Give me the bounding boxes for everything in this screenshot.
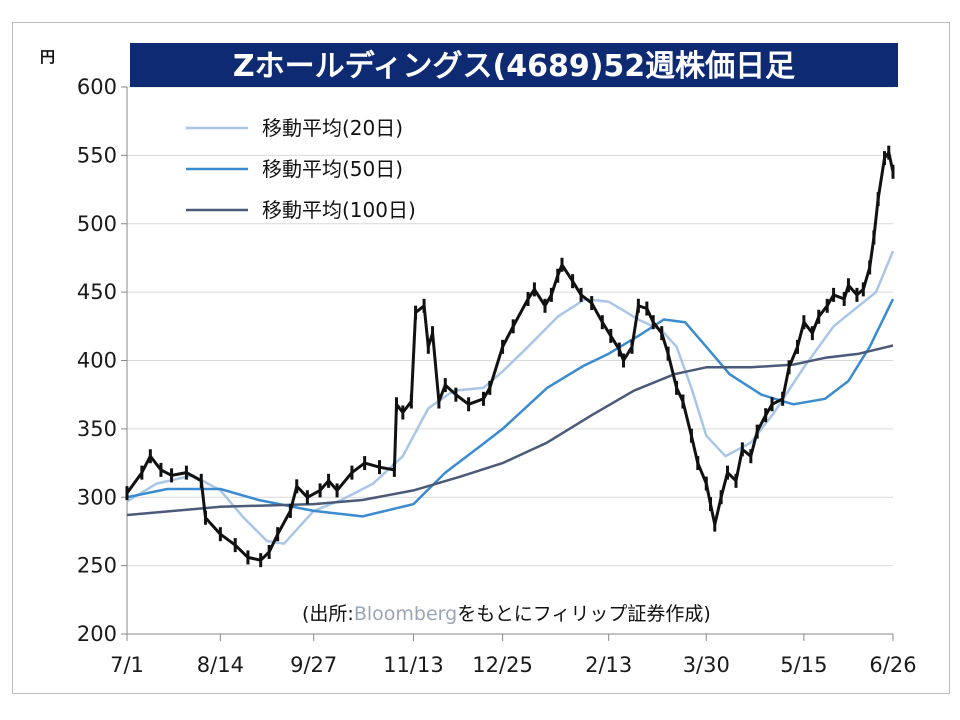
y-tick-label-600: 600 <box>77 75 117 99</box>
legend-label-2: 移動平均(100日) <box>262 198 416 222</box>
y-tick-label-300: 300 <box>77 485 117 509</box>
x-tick-label-3: 11/13 <box>383 653 444 677</box>
series-layer <box>125 145 895 568</box>
price-line <box>125 151 895 562</box>
x-tick-label-5: 2/13 <box>585 653 632 677</box>
y-tick-label-400: 400 <box>77 349 117 373</box>
chart-title: Zホールディングス(4689)52週株価日足 <box>233 49 795 84</box>
grid-lines <box>127 86 893 567</box>
x-tick-label-0: 7/1 <box>110 653 144 677</box>
ma-line-1 <box>126 298 895 518</box>
x-tick-label-6: 3/30 <box>683 653 730 677</box>
y-tick-labels: 200 250 300 350 400 450 500 550 600 <box>77 75 117 646</box>
y-tick-label-350: 350 <box>77 417 117 441</box>
y-tick-label-500: 500 <box>77 212 117 236</box>
x-tick-label-1: 8/14 <box>197 653 244 677</box>
y-tick-label-200: 200 <box>77 622 117 646</box>
legend: 移動平均(20日) 移動平均(50日) 移動平均(100日) <box>186 116 416 222</box>
source-note: (出所:Bloombergをもとにフィリップ証券作成) <box>302 603 711 625</box>
legend-label-0: 移動平均(20日) <box>262 116 403 140</box>
source-suffix: をもとにフィリップ証券作成) <box>457 603 711 625</box>
source-brand: Bloomberg <box>354 603 457 625</box>
title-banner <box>130 43 898 87</box>
x-tick-label-7: 5/15 <box>780 653 827 677</box>
axes <box>121 86 894 641</box>
y-tick-label-450: 450 <box>77 280 117 304</box>
legend-label-1: 移動平均(50日) <box>262 157 403 181</box>
source-prefix: (出所: <box>302 603 354 625</box>
y-tick-label-550: 550 <box>77 143 117 167</box>
y-unit-label: 円 <box>40 48 55 66</box>
x-tick-label-2: 9/27 <box>290 653 337 677</box>
x-tick-label-4: 12/25 <box>472 653 533 677</box>
x-tick-labels: 7/1 8/14 9/27 11/13 12/25 2/13 3/30 5/15 6/26 <box>110 653 916 677</box>
ma-line-2 <box>126 344 894 517</box>
y-tick-label-250: 250 <box>77 554 117 578</box>
ma-line-0 <box>126 250 895 545</box>
x-tick-label-8: 6/26 <box>869 653 916 677</box>
